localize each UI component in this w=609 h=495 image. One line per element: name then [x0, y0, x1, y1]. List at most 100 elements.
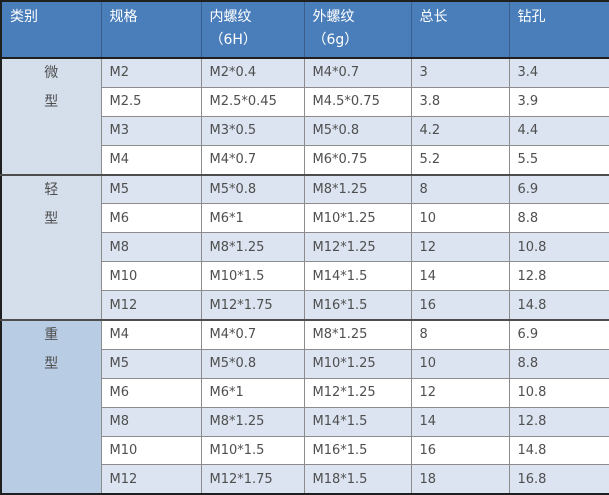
cell-total-length: 3.8 [411, 86, 510, 117]
cell-spec: M2 [101, 56, 202, 88]
category-char: 轻 [44, 181, 59, 198]
cell-spec: M10 [101, 435, 202, 465]
cell-external-thread: M10*1.25 [304, 203, 412, 233]
cell-total-length: 16 [411, 290, 510, 321]
cell-total-length: 16 [411, 435, 510, 465]
cell-external-thread: M16*1.5 [304, 290, 412, 321]
table-row: M6 M6*1 M12*1.25 12 10.8 [1, 377, 609, 408]
cell-external-thread: M16*1.5 [304, 435, 412, 465]
cell-total-length: 12 [411, 377, 510, 408]
cell-drill-hole: 3.9 [509, 86, 609, 117]
category-char: 型 [44, 94, 59, 110]
cell-spec: M5 [101, 173, 202, 204]
table-row: M8 M8*1.25 M12*1.25 12 10.8 [1, 232, 609, 262]
cell-external-thread: M6*0.75 [304, 144, 412, 175]
cell-drill-hole: 8.8 [509, 203, 609, 233]
column-header-subline: （6H） [209, 32, 257, 48]
cell-drill-hole: 12.8 [509, 261, 609, 291]
cell-external-thread: M10*1.25 [304, 348, 412, 379]
cell-spec: M12 [101, 290, 202, 321]
column-header-label: 钻孔 [517, 9, 546, 25]
cell-external-thread: M8*1.25 [304, 173, 412, 204]
cell-drill-hole: 10.8 [509, 377, 609, 408]
column-header-internal-thread: 内螺纹 （6H） [201, 1, 305, 59]
cell-total-length: 5.2 [411, 144, 510, 175]
table-row: M12 M12*1.75 M16*1.5 16 14.8 [1, 290, 609, 321]
cell-internal-thread: M10*1.5 [201, 435, 305, 465]
cell-spec: M10 [101, 261, 202, 291]
category-cell: 重型 [1, 319, 102, 495]
cell-internal-thread: M6*1 [201, 203, 305, 233]
cell-external-thread: M4.5*0.75 [304, 86, 412, 117]
cell-drill-hole: 16.8 [509, 464, 609, 495]
table-row: M10 M10*1.5 M16*1.5 16 14.8 [1, 435, 609, 465]
cell-spec: M8 [101, 406, 202, 437]
cell-spec: M4 [101, 144, 202, 175]
column-header-label: 规格 [109, 9, 138, 25]
category-char: 型 [44, 356, 59, 373]
cell-internal-thread: M8*1.25 [201, 232, 305, 262]
cell-total-length: 10 [411, 348, 510, 379]
column-header-subline: （6g） [312, 32, 359, 48]
column-header-external-thread: 外螺纹 （6g） [304, 1, 412, 59]
table-row: 轻型 M5 M5*0.8 M8*1.25 8 6.9 [1, 173, 609, 321]
cell-drill-hole: 8.8 [509, 348, 609, 379]
cell-spec: M12 [101, 464, 202, 495]
cell-spec: M3 [101, 115, 202, 146]
cell-internal-thread: M3*0.5 [201, 115, 305, 146]
cell-drill-hole: 12.8 [509, 406, 609, 437]
table-row: M2.5 M2.5*0.45 M4.5*0.75 3.8 3.9 [1, 86, 609, 117]
table-body: 微型 M2 M2*0.4 M4*0.7 3 3.4 M2.5 M2.5*0.45 M4.5*0.… [1, 56, 609, 495]
table-row: M12 M12*1.75 M18*1.5 18 16.8 [1, 464, 609, 495]
column-header-category: 类别 [1, 1, 102, 59]
cell-total-length: 8 [411, 173, 510, 204]
table-row: M8 M8*1.25 M14*1.5 14 12.8 [1, 406, 609, 437]
category-char: 型 [44, 210, 59, 227]
cell-drill-hole: 14.8 [509, 435, 609, 465]
cell-spec: M2.5 [101, 86, 202, 117]
cell-external-thread: M5*0.8 [304, 115, 412, 146]
cell-total-length: 18 [411, 464, 510, 495]
cell-drill-hole: 14.8 [509, 290, 609, 321]
cell-external-thread: M14*1.5 [304, 261, 412, 291]
cell-spec: M6 [101, 203, 202, 233]
table-row: M6 M6*1 M10*1.25 10 8.8 [1, 203, 609, 233]
table-row: M5 M5*0.8 M10*1.25 10 8.8 [1, 348, 609, 379]
cell-external-thread: M8*1.25 [304, 319, 412, 350]
cell-internal-thread: M10*1.5 [201, 261, 305, 291]
column-header-label: 总长 [419, 9, 448, 25]
table-row: 微型 M2 M2*0.4 M4*0.7 3 3.4 [1, 56, 609, 175]
cell-total-length: 4.2 [411, 115, 510, 146]
cell-external-thread: M14*1.5 [304, 406, 412, 437]
table-row: 重型 M4 M4*0.7 M8*1.25 8 6.9 [1, 319, 609, 495]
category-cell: 轻型 [1, 173, 102, 321]
cell-drill-hole: 3.4 [509, 56, 609, 88]
column-header-drill-hole: 钻孔 [509, 1, 609, 59]
cell-total-length: 8 [411, 319, 510, 350]
cell-total-length: 12 [411, 232, 510, 262]
cell-drill-hole: 5.5 [509, 144, 609, 175]
column-header-label: 类别 [10, 9, 38, 25]
cell-drill-hole: 10.8 [509, 232, 609, 262]
cell-spec: M6 [101, 377, 202, 408]
cell-total-length: 14 [411, 261, 510, 291]
cell-internal-thread: M12*1.75 [201, 290, 305, 321]
cell-external-thread: M4*0.7 [304, 56, 412, 88]
cell-internal-thread: M4*0.7 [201, 144, 305, 175]
cell-drill-hole: 6.9 [509, 173, 609, 204]
column-header-spec: 规格 [101, 1, 202, 59]
cell-total-length: 10 [411, 203, 510, 233]
cell-internal-thread: M5*0.8 [201, 348, 305, 379]
cell-external-thread: M18*1.5 [304, 464, 412, 495]
cell-internal-thread: M12*1.75 [201, 464, 305, 495]
category-char: 重 [44, 327, 59, 344]
cell-internal-thread: M5*0.8 [201, 173, 305, 204]
cell-internal-thread: M6*1 [201, 377, 305, 408]
category-cell: 微型 [1, 57, 102, 175]
cell-internal-thread: M8*1.25 [201, 406, 305, 437]
cell-internal-thread: M4*0.7 [201, 319, 305, 350]
table-row: M3 M3*0.5 M5*0.8 4.2 4.4 [1, 115, 609, 146]
cell-drill-hole: 4.4 [509, 115, 609, 146]
table-row: M4 M4*0.7 M6*0.75 5.2 5.5 [1, 144, 609, 175]
